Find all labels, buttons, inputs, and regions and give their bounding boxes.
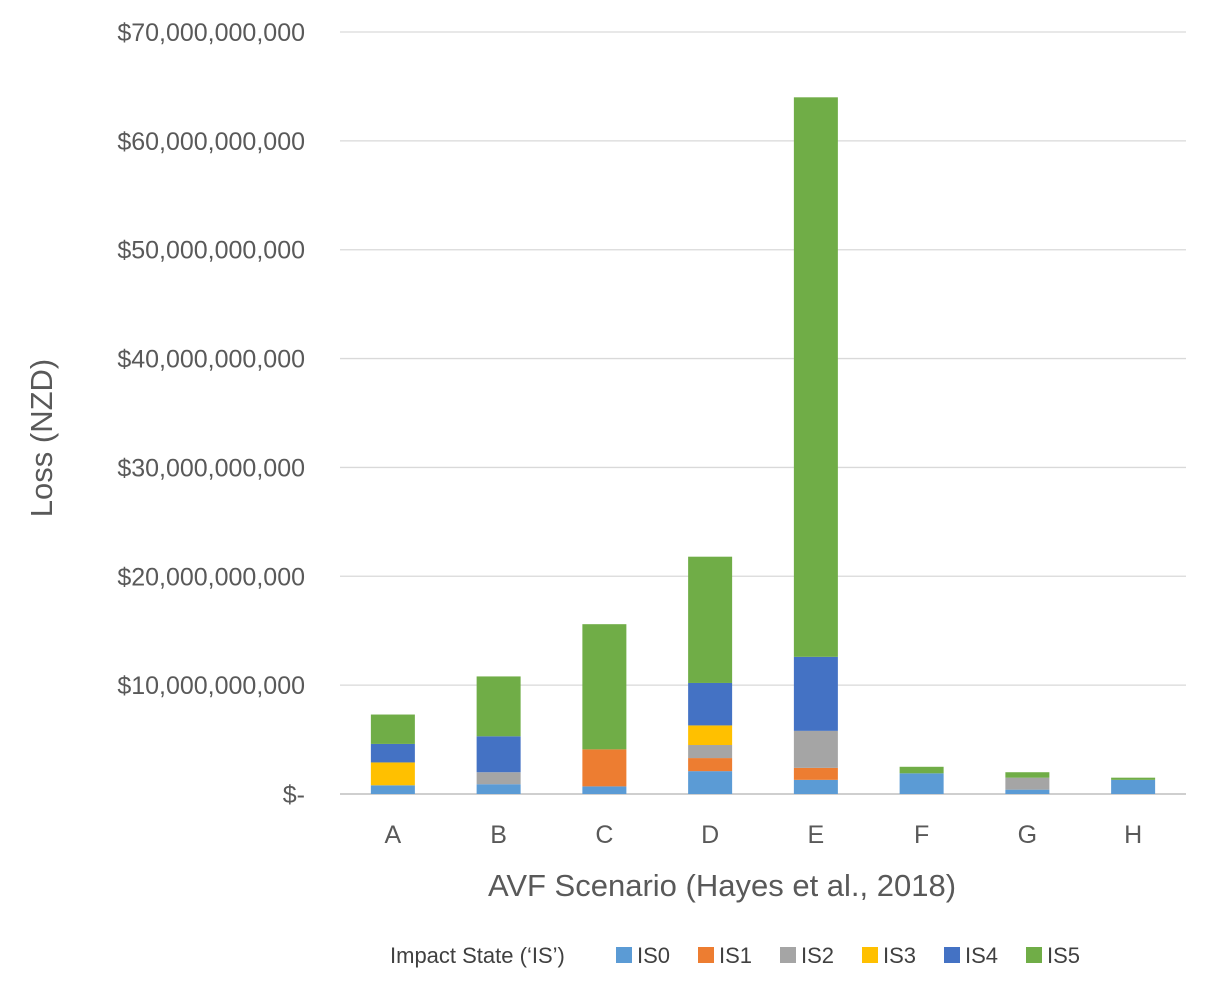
legend-label-is4: IS4 — [965, 943, 998, 968]
bar-segment-is5-h — [1111, 777, 1156, 780]
y-tick-label: $50,000,000,000 — [117, 237, 305, 265]
legend-swatch-is3 — [862, 947, 878, 963]
legend-label-is2: IS2 — [801, 943, 834, 968]
bar-segment-is2-d — [688, 745, 733, 759]
bar-segment-is0-b — [476, 784, 521, 794]
bar-segment-is5-a — [370, 714, 415, 744]
legend-swatch-is1 — [698, 947, 714, 963]
x-tick-label: E — [808, 821, 825, 849]
bar-segment-is2-b — [476, 772, 521, 785]
x-tick-label: D — [701, 821, 719, 849]
x-tick-label: B — [490, 821, 507, 849]
bar-segment-is5-g — [1005, 772, 1050, 778]
legend-label-is1: IS1 — [719, 943, 752, 968]
y-tick-label: $60,000,000,000 — [117, 128, 305, 156]
x-axis-title: AVF Scenario (Hayes et al., 2018) — [488, 868, 956, 903]
bar-segment-is1-c — [582, 749, 627, 787]
bar-segment-is5-e — [793, 97, 838, 657]
bar-segment-is2-e — [793, 730, 838, 768]
bar-segment-is1-e — [793, 767, 838, 780]
bars — [370, 97, 1156, 794]
bar-segment-is4-e — [793, 656, 838, 731]
bar-segment-is5-f — [899, 766, 944, 774]
bar-segment-is5-c — [582, 624, 627, 750]
bar-segment-is5-b — [476, 676, 521, 737]
legend-swatch-is2 — [780, 947, 796, 963]
x-tick-label: A — [385, 821, 402, 849]
legend-swatch-is0 — [616, 947, 632, 963]
bar-segment-is0-e — [793, 779, 838, 794]
bar-segment-is0-h — [1111, 779, 1156, 794]
legend-swatch-is5 — [1026, 947, 1042, 963]
bar-segment-is3-d — [688, 725, 733, 746]
legend-swatch-is4 — [944, 947, 960, 963]
legend: Impact State (‘IS’) IS0 IS1 IS2 IS3 IS4 IS5 — [390, 943, 1080, 968]
x-tick-label: C — [595, 821, 613, 849]
x-tick-label: G — [1018, 821, 1037, 849]
y-tick-label: $30,000,000,000 — [117, 454, 305, 482]
bar-segment-is0-a — [370, 785, 415, 794]
bar-segment-is1-d — [688, 758, 733, 772]
bar-segment-is4-d — [688, 682, 733, 726]
bar-segment-is4-a — [370, 743, 415, 763]
x-tick-label: F — [914, 821, 929, 849]
gridlines — [340, 31, 1186, 795]
legend-label-is5: IS5 — [1047, 943, 1080, 968]
bar-segment-is0-g — [1005, 789, 1050, 794]
y-axis-title: Loss (NZD) — [24, 359, 59, 517]
x-tick-label: H — [1124, 821, 1142, 849]
bar-segment-is0-d — [688, 771, 733, 794]
legend-title: Impact State (‘IS’) — [390, 943, 565, 968]
legend-label-is3: IS3 — [883, 943, 916, 968]
bar-segment-is3-a — [370, 762, 415, 786]
y-tick-label: $70,000,000,000 — [117, 19, 305, 47]
y-tick-label: $20,000,000,000 — [117, 563, 305, 591]
legend-label-is0: IS0 — [637, 943, 670, 968]
y-tick-label: $10,000,000,000 — [117, 672, 305, 700]
bar-segment-is0-f — [899, 773, 944, 794]
bar-segment-is4-b — [476, 736, 521, 773]
bar-segment-is0-c — [582, 786, 627, 794]
y-tick-label: $40,000,000,000 — [117, 346, 305, 374]
bar-segment-is2-g — [1005, 777, 1050, 790]
y-axis-tick-labels: $- $10,000,000,000 $20,000,000,000 $30,000,… — [117, 19, 305, 809]
bar-segment-is5-d — [688, 556, 733, 683]
y-tick-label: $- — [283, 781, 305, 809]
x-axis-tick-labels: A B C D E F G H — [385, 821, 1143, 849]
